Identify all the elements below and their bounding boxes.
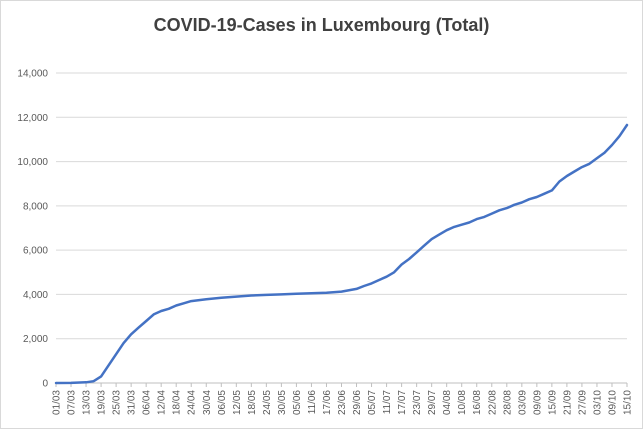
x-tick-label: 25/03 [112, 390, 123, 415]
x-tick-label: 29/06 [352, 390, 363, 415]
x-tick-label: 12/05 [232, 390, 243, 415]
x-tick-label: 24/05 [262, 390, 273, 415]
x-tick-label: 09/09 [532, 390, 543, 415]
x-tick-label: 09/10 [607, 390, 618, 415]
x-tick-label: 11/06 [307, 390, 318, 415]
x-tick-label: 03/09 [517, 390, 528, 415]
y-tick-label: 2,000 [23, 334, 48, 345]
x-tick-label: 31/03 [127, 390, 138, 415]
x-tick-label: 03/10 [592, 390, 603, 415]
x-tick-label: 23/07 [412, 390, 423, 415]
y-tick-label: 4,000 [23, 290, 48, 301]
x-tick-label: 05/06 [292, 390, 303, 415]
x-tick-label: 17/06 [322, 390, 333, 415]
x-tick-label: 18/04 [172, 390, 183, 415]
x-tick-label: 04/08 [442, 390, 453, 415]
x-tick-label: 06/05 [217, 390, 228, 415]
chart-title: COVID-19-Cases in Luxembourg (Total) [153, 15, 490, 35]
x-tick-label: 24/04 [187, 390, 198, 415]
x-tick-label: 13/03 [82, 390, 93, 415]
x-tick-label: 01/03 [52, 390, 63, 415]
x-tick-label: 05/07 [367, 390, 378, 415]
series-line [54, 123, 629, 385]
gridlines [56, 72, 627, 384]
x-axis-ticks: 01/03 07/03 13/03 19/03 25/03 31/03 06/04 12/04… [52, 383, 634, 415]
y-tick-label: 10,000 [17, 157, 48, 168]
x-tick-label: 10/08 [457, 390, 468, 415]
x-tick-label: 17/07 [397, 390, 408, 415]
x-tick-label: 29/07 [427, 390, 438, 415]
x-tick-label: 12/04 [157, 390, 168, 415]
x-tick-label: 28/08 [502, 390, 513, 415]
x-tick-label: 06/04 [142, 390, 153, 415]
x-tick-label: 30/04 [202, 390, 213, 415]
y-tick-label: 0 [42, 379, 48, 390]
y-axis-ticks: 0 2,000 4,000 6,000 8,000 10,000 12,000 14,000 [17, 69, 48, 390]
x-tick-label: 07/03 [67, 390, 78, 415]
x-tick-label: 11/07 [382, 390, 393, 415]
x-tick-label: 30/05 [277, 390, 288, 415]
x-tick-label: 15/09 [547, 390, 558, 415]
x-tick-label: 23/06 [337, 390, 348, 415]
y-tick-label: 14,000 [17, 69, 48, 80]
x-tick-label: 18/05 [247, 390, 258, 415]
x-tick-label: 16/08 [472, 390, 483, 415]
x-tick-label: 27/09 [577, 390, 588, 415]
y-tick-label: 6,000 [23, 246, 48, 257]
x-tick-label: 22/08 [487, 390, 498, 415]
x-tick-label: 21/09 [562, 390, 573, 415]
x-tick-label: 15/10 [623, 390, 634, 415]
y-tick-label: 12,000 [17, 113, 48, 124]
x-tick-label: 19/03 [97, 390, 108, 415]
y-tick-label: 8,000 [23, 201, 48, 212]
